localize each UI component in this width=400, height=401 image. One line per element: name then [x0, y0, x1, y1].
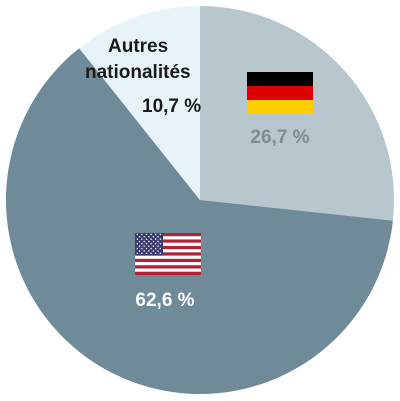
- germany-flag-icon: [247, 72, 313, 114]
- pie-slice-usa: [5, 48, 393, 395]
- slice-label-germany-value: 26,7 %: [250, 127, 309, 148]
- pie-slice-other: [79, 6, 200, 200]
- slice-label-other-value: 10,7 %: [142, 96, 201, 117]
- slice-label-other-line1: Autres: [108, 36, 168, 57]
- pie-slices: [5, 6, 394, 395]
- slice-label-other-line2: nationalités: [85, 62, 191, 83]
- slice-label-usa-value: 62,6 %: [135, 290, 194, 311]
- usa-flag-icon: [135, 233, 201, 276]
